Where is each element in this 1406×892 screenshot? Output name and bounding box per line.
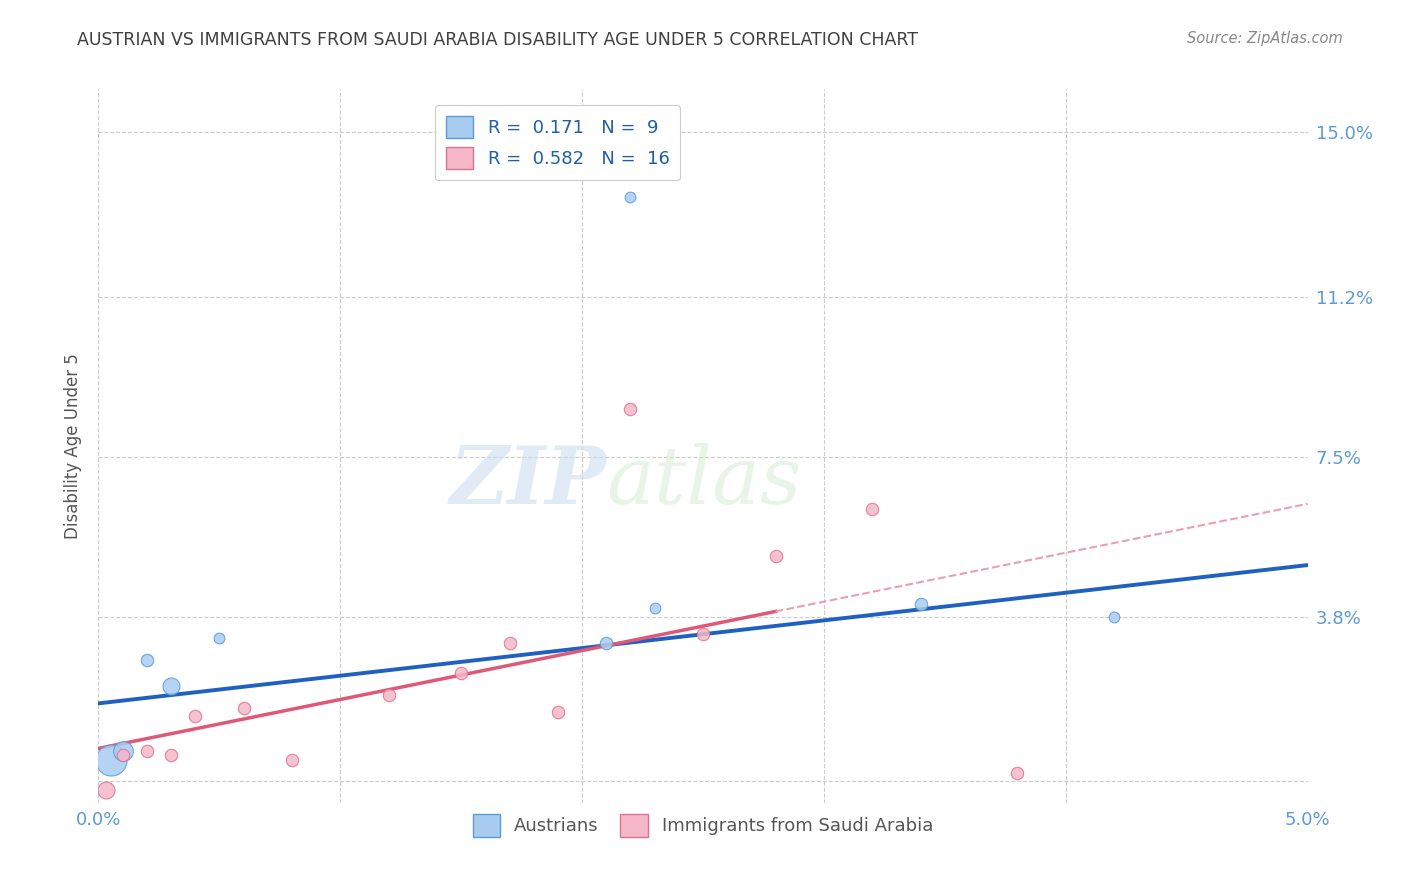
Point [1102,610,1125,624]
Point [377,688,399,702]
Point [281,753,304,767]
Point [595,636,617,650]
Point [208,632,231,646]
Point [1007,765,1029,780]
Point [619,402,641,417]
Point [94,782,117,797]
Point [910,597,932,611]
Point [450,666,472,681]
Text: ZIP: ZIP [450,443,606,520]
Point [111,744,134,758]
Point [498,636,520,650]
Point [184,709,207,723]
Point [100,753,122,767]
Point [547,705,569,719]
Point [160,748,183,763]
Legend: Austrians, Immigrants from Saudi Arabia: Austrians, Immigrants from Saudi Arabia [465,807,941,844]
Point [135,744,157,758]
Text: Source: ZipAtlas.com: Source: ZipAtlas.com [1187,31,1343,46]
Point [160,679,183,693]
Text: AUSTRIAN VS IMMIGRANTS FROM SAUDI ARABIA DISABILITY AGE UNDER 5 CORRELATION CHAR: AUSTRIAN VS IMMIGRANTS FROM SAUDI ARABIA… [77,31,918,49]
Point [860,501,883,516]
Point [232,700,254,714]
Point [644,601,666,615]
Point [111,748,134,763]
Point [692,627,714,641]
Point [619,190,641,204]
Y-axis label: Disability Age Under 5: Disability Age Under 5 [65,353,83,539]
Text: atlas: atlas [606,443,801,520]
Point [765,549,787,564]
Point [135,653,157,667]
